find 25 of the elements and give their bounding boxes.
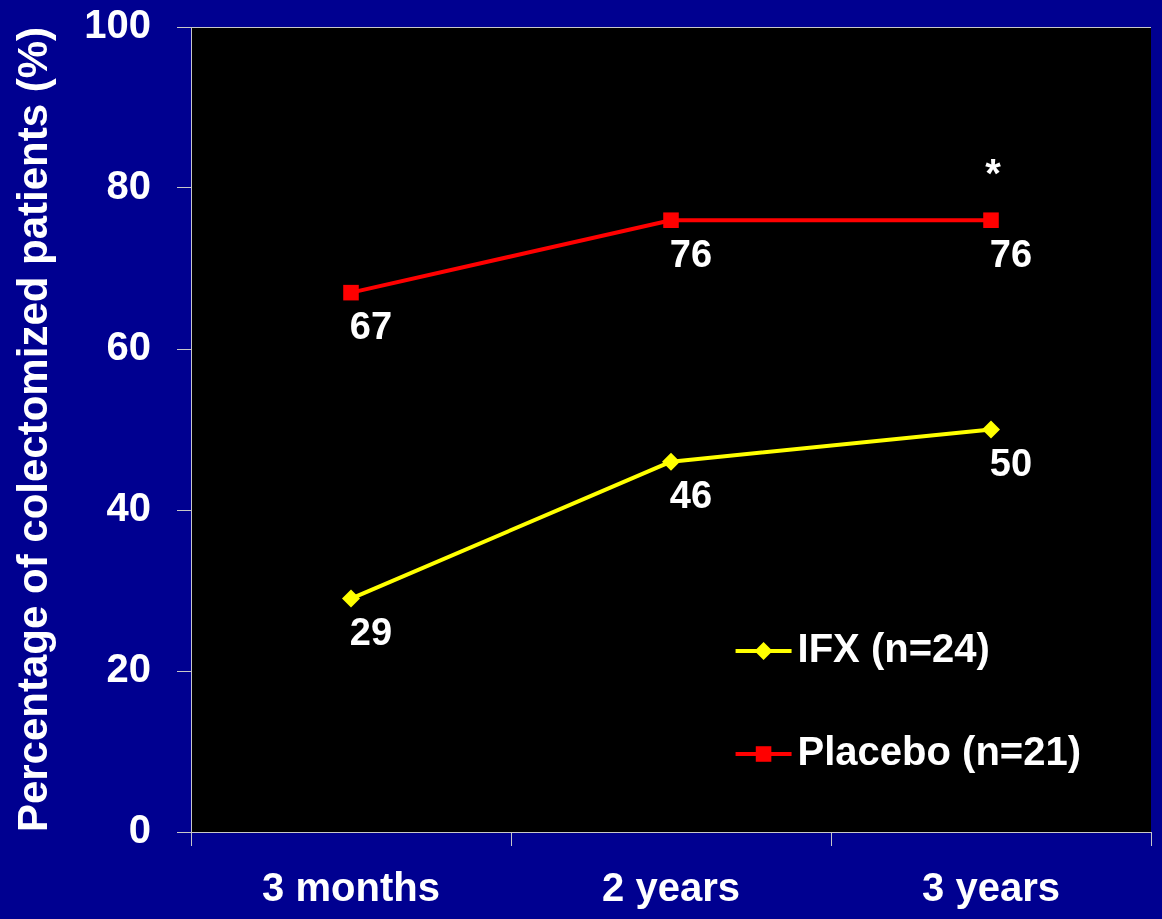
point	[342, 589, 360, 608]
data-label: 76	[989, 232, 1033, 275]
legend-label: Placebo (n=21)	[797, 729, 1081, 774]
y-tick-label: 80	[106, 163, 151, 208]
data-label: 46	[669, 474, 713, 517]
y-axis-title: Percentage of colectomized patients (%)	[8, 26, 56, 833]
data-label: 50	[989, 441, 1033, 484]
legend-label: IFX (n=24)	[797, 626, 990, 671]
point	[663, 212, 679, 228]
y-tick-label: 40	[106, 485, 151, 530]
y-tick-label: 60	[106, 324, 151, 369]
y-tick-label: 100	[84, 2, 151, 47]
point	[343, 284, 359, 301]
x-tick-label: 2 years	[602, 865, 740, 910]
point	[982, 420, 1000, 439]
data-label: 67	[349, 305, 393, 348]
y-tick-label: 20	[106, 646, 151, 691]
data-label: 76	[669, 232, 713, 275]
x-tick-label: 3 months	[262, 865, 440, 910]
data-label: 29	[349, 611, 393, 654]
point	[662, 452, 680, 471]
x-tick-label: 3 years	[922, 865, 1060, 910]
point	[983, 212, 999, 228]
annotation: *	[985, 151, 1002, 196]
y-tick-label: 0	[128, 807, 151, 852]
